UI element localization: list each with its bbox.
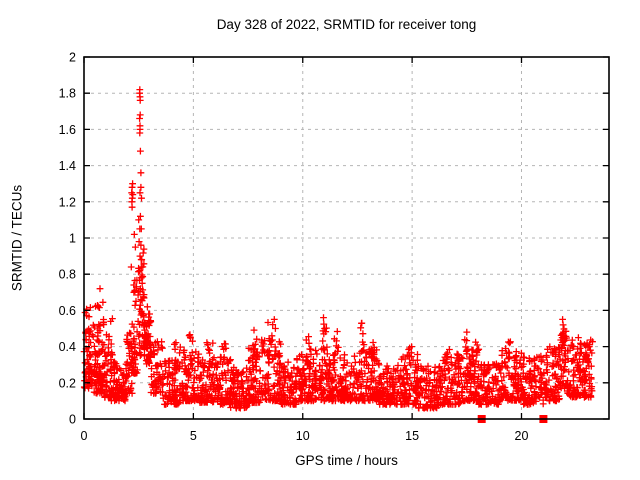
y-tick-label: 0.6 xyxy=(59,304,76,318)
x-tick-label: 20 xyxy=(515,429,529,443)
data-points xyxy=(80,86,596,412)
y-tick-label: 2 xyxy=(69,51,76,65)
x-tick-label: 15 xyxy=(405,429,419,443)
y-tick-label: 1.2 xyxy=(59,195,76,209)
y-tick-label: 1.8 xyxy=(59,87,76,101)
x-tick-label: 0 xyxy=(81,429,88,443)
y-tick-label: 0.8 xyxy=(59,268,76,282)
y-tick-label: 1.4 xyxy=(59,159,76,173)
x-tick-label: 5 xyxy=(190,429,197,443)
y-tick-label: 0.4 xyxy=(59,340,76,354)
y-tick-label: 0 xyxy=(69,413,76,427)
y-tick-label: 1.6 xyxy=(59,123,76,137)
chart-title: Day 328 of 2022, SRMTID for receiver ton… xyxy=(216,17,477,32)
y-tick-label: 0.2 xyxy=(59,376,76,390)
y-tick-label: 1 xyxy=(69,232,76,246)
y-axis-label: SRMTID / TECUs xyxy=(9,184,25,292)
x-axis-label: GPS time / hours xyxy=(295,453,398,468)
x-tick-label: 10 xyxy=(296,429,310,443)
